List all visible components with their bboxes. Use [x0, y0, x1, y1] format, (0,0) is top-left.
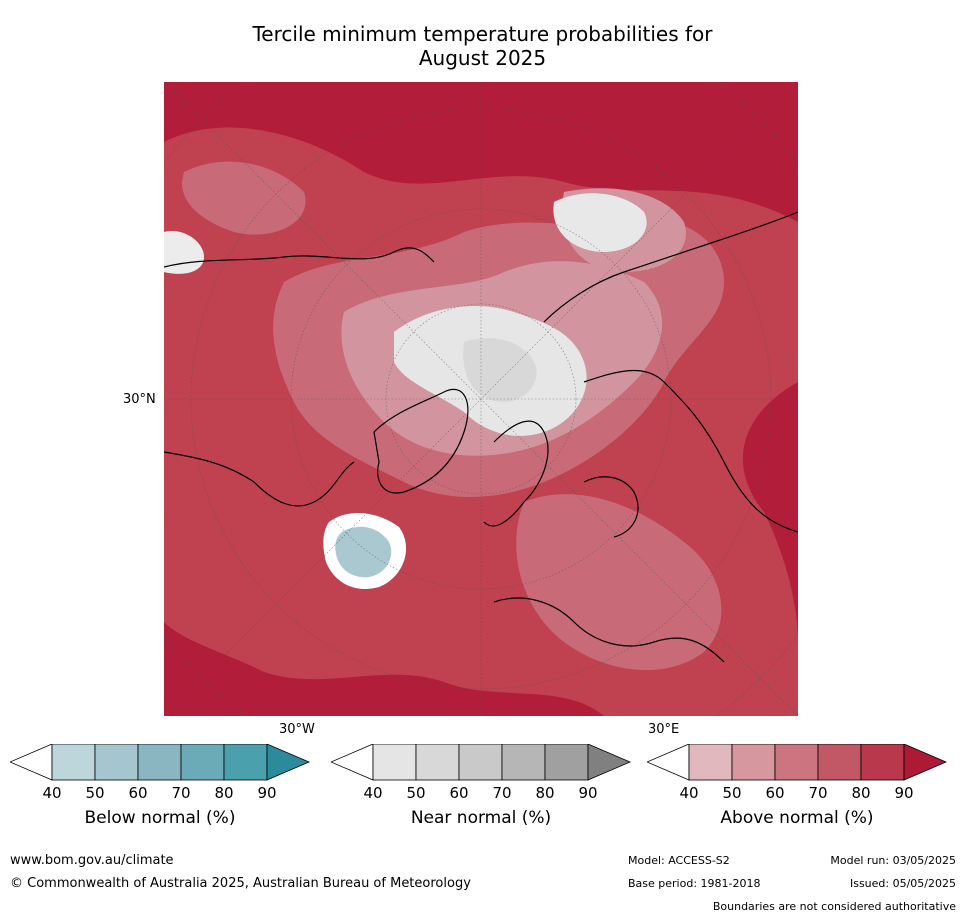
bom-website-link[interactable]: www.bom.gov.au/climate [10, 853, 174, 868]
above-70-region-north [182, 161, 306, 235]
above-70-region-europe [516, 494, 722, 671]
colorbar-segment [415, 744, 460, 781]
colorbar-segment [501, 744, 546, 781]
colorbar-below-normal: 40 50 60 70 80 90 [10, 744, 310, 806]
colorbar-extend-low [331, 744, 374, 781]
colorbar-tick-label: 80 [851, 784, 870, 802]
colorbar-tick-label: 60 [449, 784, 468, 802]
colorbar-tick-label: 40 [42, 784, 61, 802]
polar-map-canvas [164, 82, 798, 716]
colorbar-near-normal-svg: 40 50 60 70 80 90 [331, 744, 631, 802]
colorbar-segment [94, 744, 139, 781]
colorbar-segment [817, 744, 862, 781]
colorbar-above-normal: 40 50 60 70 80 90 [647, 744, 947, 806]
lon-label-30w: 30°W [279, 722, 315, 737]
colorbar-tick-label: 90 [257, 784, 276, 802]
colorbar-segment [860, 744, 905, 781]
colorbar-tick-label: 50 [406, 784, 425, 802]
colorbar-tick-label: 90 [578, 784, 597, 802]
base-period: Base period: 1981-2018 [628, 877, 761, 890]
colorbar-segment [180, 744, 225, 781]
colorbar-below-normal-svg: 40 50 60 70 80 90 [10, 744, 310, 802]
model-name: Model: ACCESS-S2 [628, 854, 730, 867]
colorbar-segment [774, 744, 819, 781]
map-title: Tercile minimum temperature probabilitie… [0, 22, 965, 70]
colorbar-tick-label: 80 [535, 784, 554, 802]
near-normal-region-pacific [164, 231, 204, 274]
boundaries-disclaimer: Boundaries are not considered authoritat… [712, 900, 956, 913]
colorbar-tick-label: 60 [128, 784, 147, 802]
colorbar-extend-low [10, 744, 53, 781]
below-normal-core [335, 526, 392, 578]
lat-label-30n: 30°N [123, 392, 156, 407]
colorbar-above-normal-svg: 40 50 60 70 80 90 [647, 744, 947, 802]
colorbar-tick-label: 50 [722, 784, 741, 802]
colorbar-segment [544, 744, 589, 781]
coastlines [164, 211, 798, 663]
colorbar-tick-label: 70 [808, 784, 827, 802]
title-line-1: Tercile minimum temperature probabilitie… [252, 22, 713, 46]
colorbar-tick-label: 90 [894, 784, 913, 802]
colorbar-near-normal-title: Near normal (%) [410, 808, 552, 828]
lon-label-30e: 30°E [648, 722, 680, 737]
colorbar-segment [458, 744, 503, 781]
colorbar-near-normal: 40 50 60 70 80 90 [331, 744, 631, 806]
colorbar-segment [688, 744, 733, 781]
title-line-2: August 2025 [418, 46, 547, 70]
colorbar-tick-label: 40 [363, 784, 382, 802]
colorbar-segment [372, 744, 417, 781]
colorbar-segment [731, 744, 776, 781]
colorbar-segment [51, 744, 96, 781]
colorbar-extend-low [647, 744, 690, 781]
colorbar-segment [223, 744, 268, 781]
colorbar-tick-label: 70 [171, 784, 190, 802]
colorbar-extend-high [903, 744, 947, 781]
colorbar-below-normal-title: Below normal (%) [84, 808, 236, 828]
issued-date: Issued: 05/05/2025 [849, 877, 956, 890]
colorbar-segment [137, 744, 182, 781]
colorbar-tick-label: 60 [765, 784, 784, 802]
colorbar-extend-high [266, 744, 310, 781]
probability-map [164, 82, 798, 716]
near-normal-region-siberia [553, 193, 647, 252]
model-run-date: Model run: 03/05/2025 [830, 854, 956, 867]
copyright-notice: © Commonwealth of Australia 2025, Austra… [10, 876, 471, 891]
graticule [164, 82, 798, 716]
colorbar-above-normal-title: Above normal (%) [720, 808, 874, 828]
near-normal-region-arctic [463, 338, 537, 402]
colorbar-tick-label: 50 [85, 784, 104, 802]
colorbar-tick-label: 80 [214, 784, 233, 802]
colorbar-tick-label: 40 [679, 784, 698, 802]
above-80-region-west [164, 351, 313, 526]
colorbar-tick-label: 70 [492, 784, 511, 802]
colorbar-extend-high [587, 744, 631, 781]
